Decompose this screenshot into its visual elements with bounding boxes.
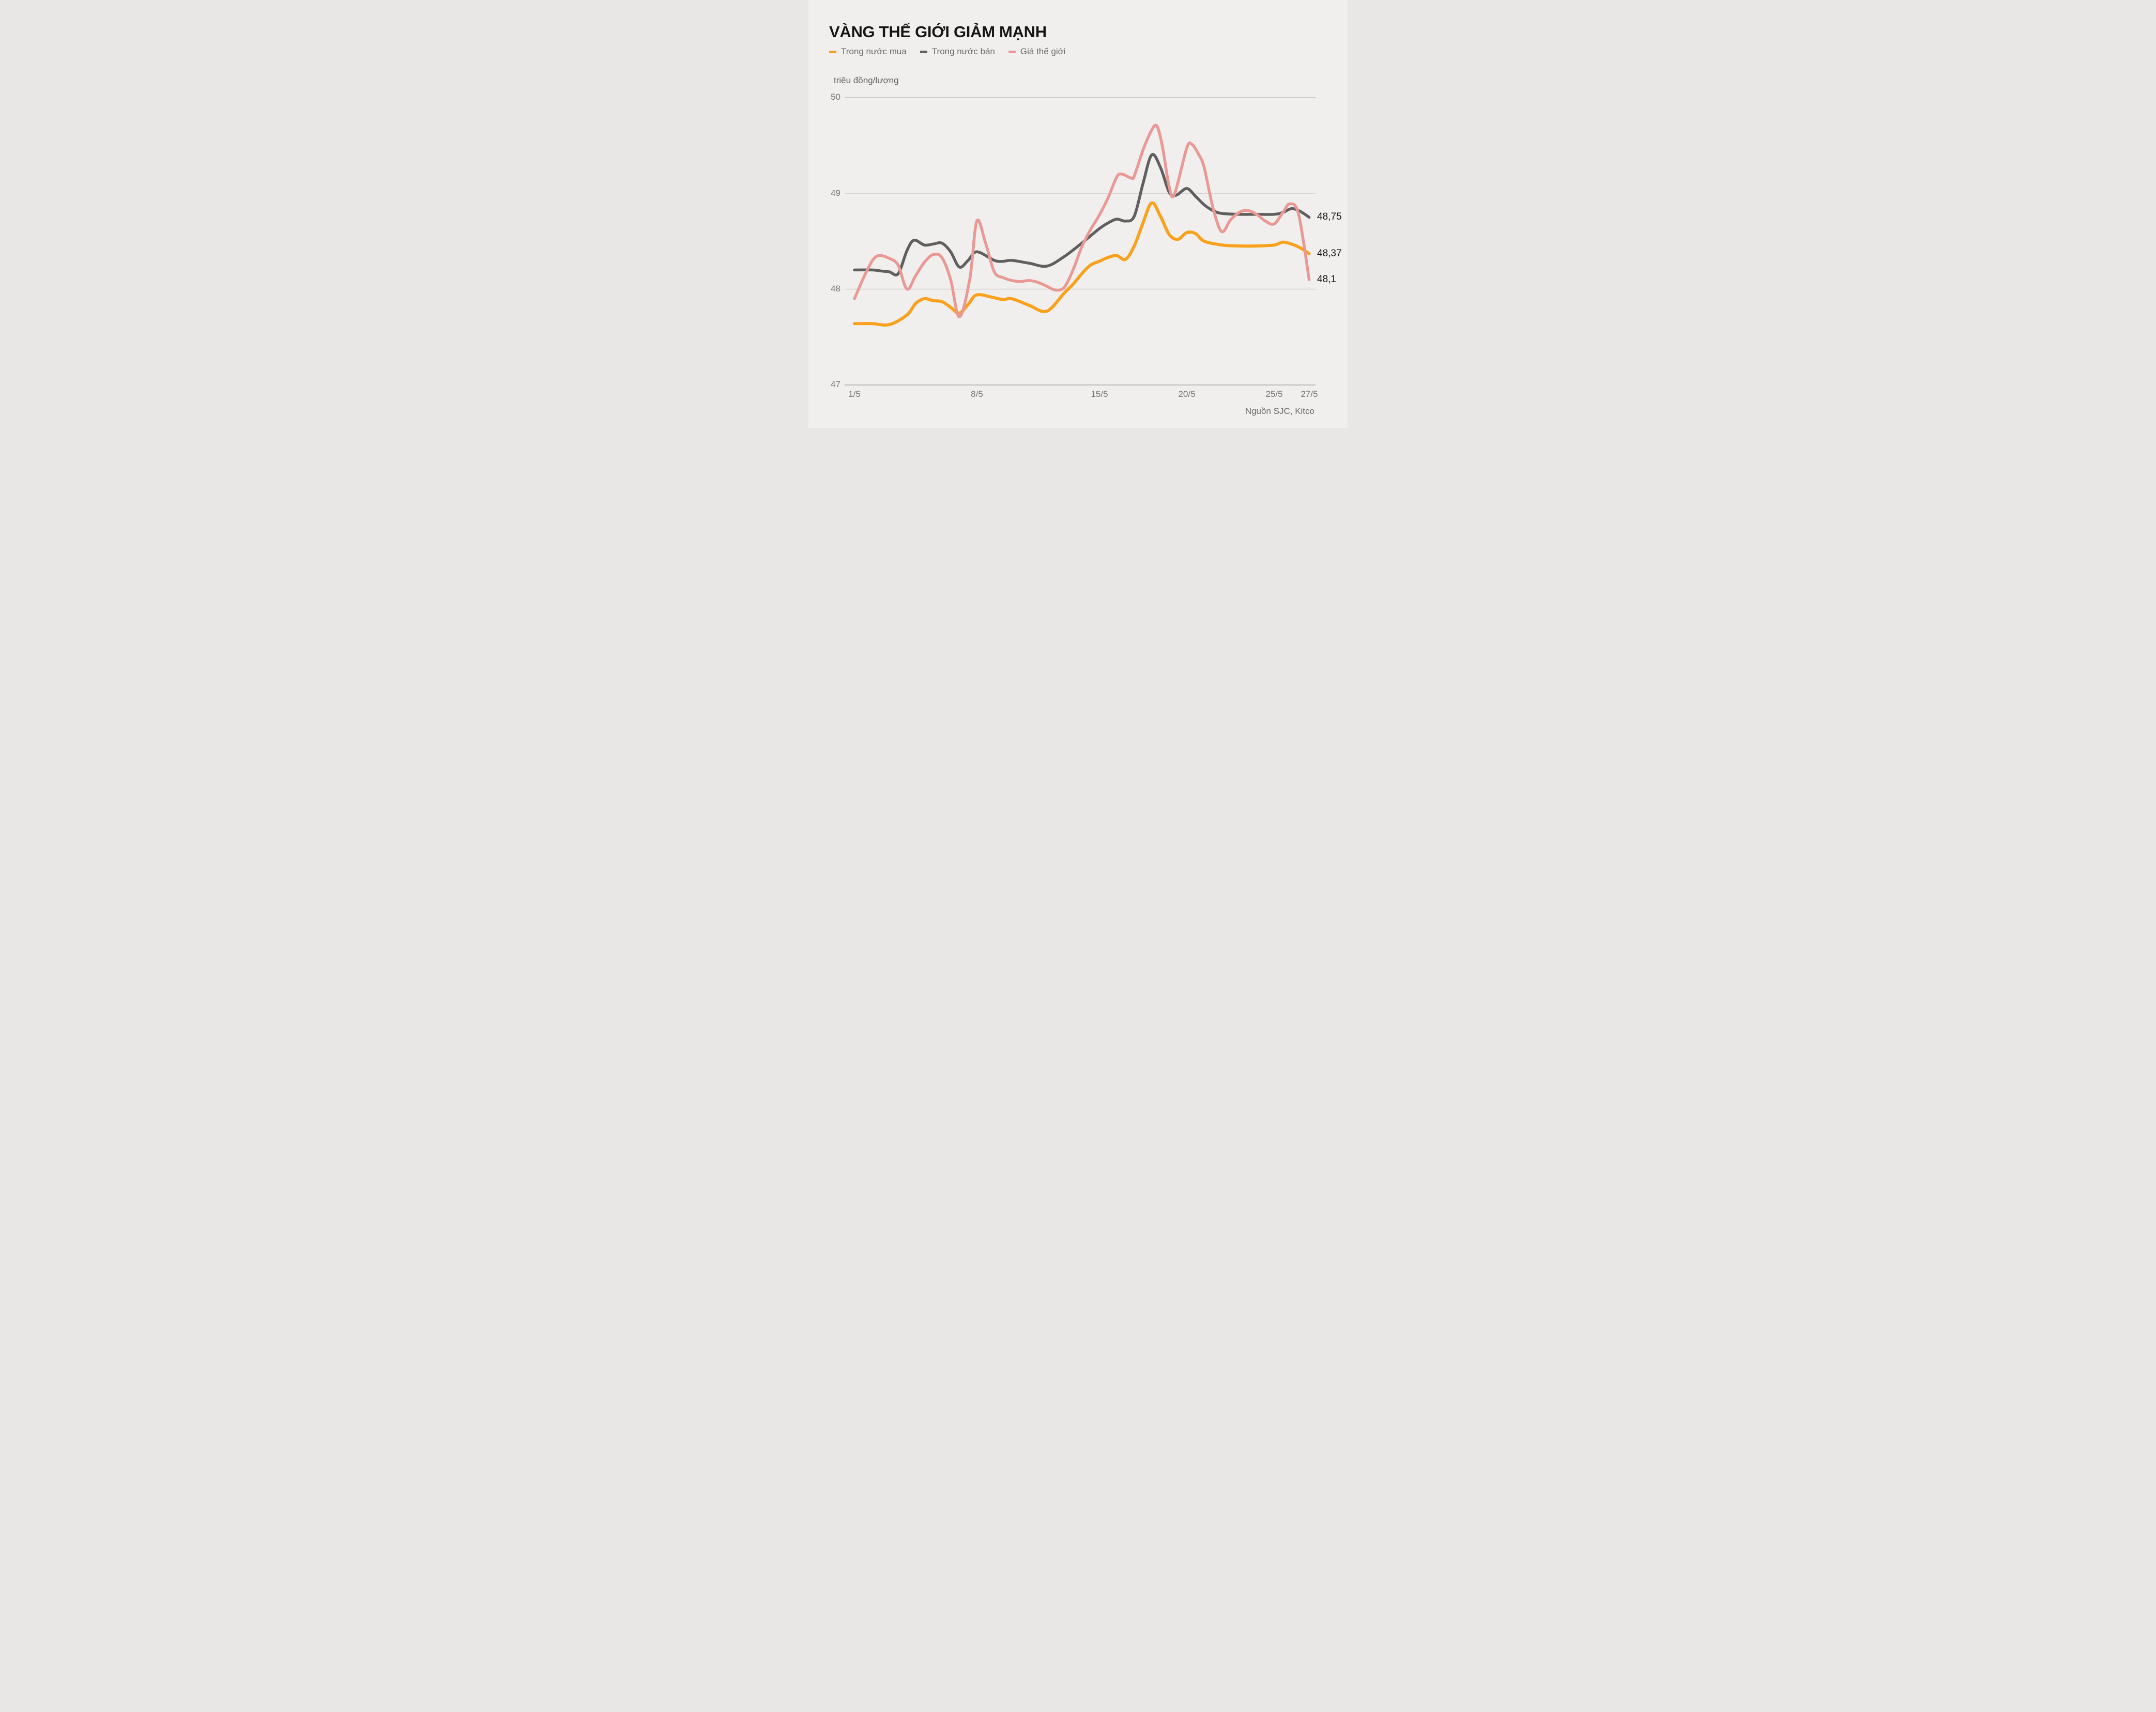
- legend-item-sell: Trong nước bán: [920, 47, 995, 57]
- legend-swatch-sell-icon: [920, 50, 927, 53]
- legend-label-world: Giá thế giới: [1020, 47, 1066, 56]
- end-label-buy: 48,37: [1317, 248, 1342, 259]
- legend-label-sell: Trong nước bán: [931, 47, 995, 56]
- legend-label-buy: Trong nước mua: [841, 47, 907, 56]
- x-tick-8-5: 8/5: [971, 389, 983, 399]
- x-tick-20-5: 20/5: [1178, 389, 1196, 399]
- line-chart: [845, 97, 1316, 385]
- chart-title: VÀNG THẾ GIỚI GIẢM MẠNH: [829, 23, 1047, 41]
- end-label-sell: 48,75: [1317, 211, 1342, 222]
- end-label-world: 48,1: [1317, 274, 1336, 285]
- x-tick-15-5: 15/5: [1091, 389, 1108, 399]
- x-tick-1-5: 1/5: [848, 389, 861, 399]
- chart-panel: VÀNG THẾ GIỚI GIẢM MẠNH Trong nước mua T…: [808, 0, 1348, 428]
- legend: Trong nước mua Trong nước bán Giá thế gi…: [829, 47, 1066, 57]
- series-line-world: [853, 124, 1311, 319]
- y-axis-unit-label: triệu đồng/lượng: [834, 75, 899, 85]
- source-credit: Nguồn SJC, Kitco: [1245, 406, 1314, 416]
- y-tick-47: 47: [831, 379, 840, 389]
- legend-item-world: Giá thế giới: [1008, 47, 1066, 57]
- legend-swatch-world-icon: [1008, 50, 1016, 53]
- y-tick-49: 49: [831, 188, 840, 198]
- y-tick-48: 48: [831, 284, 840, 294]
- x-tick-27-5: 27/5: [1301, 389, 1318, 399]
- y-tick-50: 50: [831, 92, 840, 102]
- legend-item-buy: Trong nước mua: [829, 47, 907, 57]
- series-line-sell: [853, 153, 1311, 276]
- series-line-buy: [853, 201, 1311, 327]
- legend-swatch-buy-icon: [829, 50, 836, 53]
- x-tick-25-5: 25/5: [1265, 389, 1283, 399]
